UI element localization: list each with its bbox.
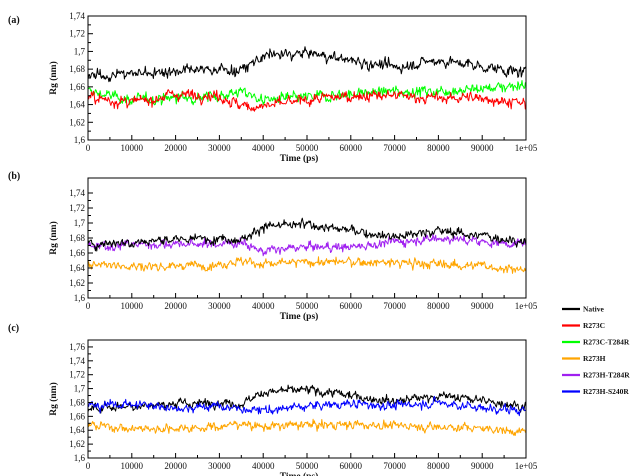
x-tick-label: 10000 — [121, 301, 144, 311]
x-tick-label: 50000 — [296, 461, 319, 471]
x-axis-title: Time (ps) — [280, 471, 319, 476]
legend-item: R273C — [562, 321, 605, 330]
y-tick-label: 1,68 — [69, 64, 85, 74]
chart-panel: (b) 0 10000 20000 30000 40000 50000 60000 70000 8… — [8, 171, 538, 322]
legend-label: Native — [583, 305, 604, 314]
x-tick-label: 20000 — [164, 301, 187, 311]
legend-label: R273H — [583, 354, 606, 363]
series-line-r273h — [88, 256, 526, 274]
y-tick-label: 1,64 — [69, 263, 85, 273]
y-tick-label: 1,7 — [74, 46, 86, 56]
series-group — [88, 46, 526, 112]
y-tick-label: 1,66 — [69, 248, 85, 258]
y-tick-label: 1,72 — [69, 370, 85, 380]
x-tick-label: 70000 — [383, 461, 406, 471]
legend-label: R273C — [583, 321, 605, 330]
x-tick-label: 90000 — [471, 143, 494, 153]
x-tick-label: 10000 — [121, 461, 144, 471]
y-tick-label: 1,64 — [69, 425, 85, 435]
x-tick-label: 50000 — [296, 301, 319, 311]
x-tick-label: 80000 — [427, 461, 450, 471]
x-tick-label: 1e+05 — [515, 461, 538, 471]
x-tick-label: 0 — [86, 301, 91, 311]
y-tick-label: 1,62 — [69, 439, 85, 449]
x-tick-label: 80000 — [427, 143, 450, 153]
series-line-r273h-s240r — [88, 395, 526, 417]
series-line-r273h — [88, 418, 526, 436]
chart-panel: (a) 0 10000 20000 30000 40000 50000 60000 70000 8… — [8, 11, 538, 164]
x-tick-label: 90000 — [471, 461, 494, 471]
series-line-native — [88, 384, 526, 414]
series-group — [88, 384, 526, 436]
x-tick-label: 30000 — [208, 301, 231, 311]
y-tick-label: 1,72 — [69, 29, 85, 39]
x-tick-label: 30000 — [208, 461, 231, 471]
x-tick-label: 20000 — [164, 461, 187, 471]
y-tick-label: 1,7 — [74, 384, 86, 394]
chart-panel: (c) 0 10000 20000 30000 40000 50000 60000 70000 8… — [8, 323, 538, 476]
x-tick-label: 0 — [86, 461, 91, 471]
y-axis-title: Rg (nm) — [48, 221, 59, 255]
x-tick-label: 90000 — [471, 301, 494, 311]
series-line-native — [88, 217, 526, 252]
legend-item: Native — [562, 305, 604, 314]
series-line-native — [88, 46, 526, 83]
legend-item: R273H — [562, 354, 606, 363]
y-tick-label: 1,62 — [69, 278, 85, 288]
x-tick-label: 1e+05 — [515, 143, 538, 153]
panel-label: (b) — [8, 171, 20, 182]
x-tick-label: 30000 — [208, 143, 231, 153]
x-tick-label: 40000 — [252, 143, 275, 153]
y-tick-label: 1,66 — [69, 411, 85, 421]
y-tick-label: 1,7 — [74, 218, 86, 228]
y-tick-label: 1,74 — [69, 356, 85, 366]
x-tick-label: 50000 — [296, 143, 319, 153]
y-tick-label: 1,6 — [74, 135, 86, 145]
x-axis-title: Time (ps) — [280, 311, 319, 322]
x-axis-title: Time (ps) — [280, 153, 319, 164]
y-tick-label: 1,72 — [69, 203, 85, 213]
y-tick-label: 1,74 — [69, 11, 85, 21]
y-tick-label: 1,66 — [69, 82, 85, 92]
x-tick-label: 60000 — [340, 461, 363, 471]
x-tick-label: 60000 — [340, 301, 363, 311]
series-group — [88, 217, 526, 274]
legend-label: R273C-T284R — [583, 338, 630, 347]
y-tick-label: 1,68 — [69, 397, 85, 407]
y-axis-title: Rg (nm) — [48, 382, 59, 416]
legend: Native R273C R273C-T284R R273H R273H-T284R R2… — [562, 305, 630, 396]
x-tick-label: 80000 — [427, 301, 450, 311]
panel-label: (a) — [8, 15, 20, 26]
x-tick-label: 70000 — [383, 301, 406, 311]
y-tick-label: 1,76 — [69, 342, 85, 352]
x-tick-label: 60000 — [340, 143, 363, 153]
x-tick-label: 40000 — [252, 301, 275, 311]
x-tick-label: 70000 — [383, 143, 406, 153]
series-line-r273h-t284r — [88, 233, 526, 257]
y-tick-label: 1,74 — [69, 188, 85, 198]
series-line-r273c — [88, 89, 526, 112]
panel-label: (c) — [8, 323, 19, 334]
legend-label: R273H-S240R — [583, 387, 629, 396]
y-tick-label: 1,68 — [69, 233, 85, 243]
legend-item: R273H-S240R — [562, 387, 629, 396]
y-tick-label: 1,6 — [74, 453, 86, 463]
legend-item: R273H-T284R — [562, 371, 630, 380]
x-tick-label: 10000 — [121, 143, 144, 153]
x-tick-label: 20000 — [164, 143, 187, 153]
y-tick-label: 1,6 — [74, 293, 86, 303]
y-axis-title: Rg (nm) — [48, 61, 59, 95]
legend-label: R273H-T284R — [583, 371, 630, 380]
y-tick-label: 1,62 — [69, 117, 85, 127]
legend-item: R273C-T284R — [562, 338, 630, 347]
x-tick-label: 40000 — [252, 461, 275, 471]
x-tick-label: 0 — [86, 143, 91, 153]
y-tick-label: 1,64 — [69, 100, 85, 110]
x-tick-label: 1e+05 — [515, 301, 538, 311]
